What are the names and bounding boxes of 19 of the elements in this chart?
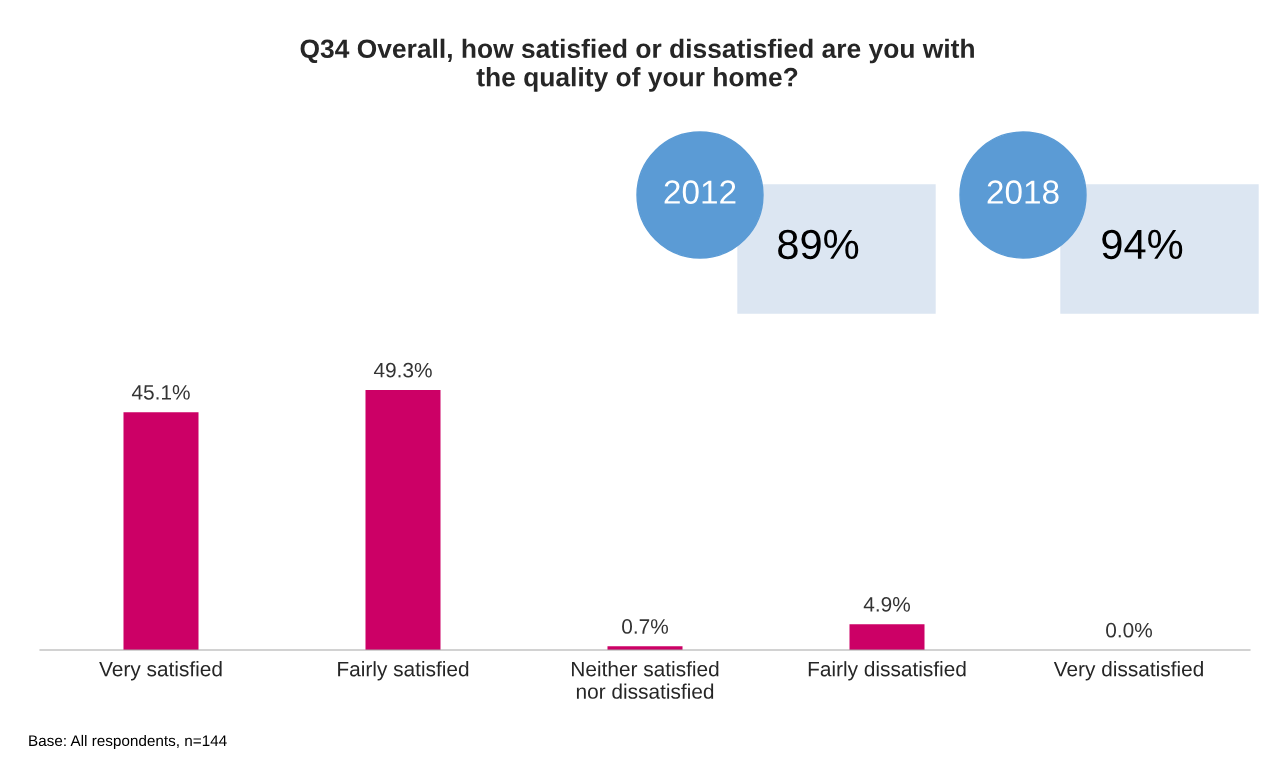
x-tick-label: Neither satisfied nor dissatisfied <box>572 661 719 699</box>
data-label: 0.0% <box>1106 622 1152 638</box>
x-tick-label: Very dissatisfied <box>1053 661 1203 681</box>
text: Base: All respondents, n=144 <box>29 734 227 750</box>
bar <box>849 624 925 650</box>
bar <box>365 390 441 650</box>
data-label: 0.7% <box>622 619 668 634</box>
bar <box>123 412 199 650</box>
text: 2018 <box>987 180 1059 204</box>
text: 94% <box>1102 229 1183 260</box>
text: 2012 <box>664 180 736 204</box>
x-tick-label: Very satisfied <box>99 661 222 681</box>
data-label: 49.3% <box>373 362 432 378</box>
x-tick-label: Fairly satisfied <box>338 661 469 681</box>
chart-title: Q34 Overall, how satisfied or dissatisfied are you with the quality of your home? <box>300 38 974 92</box>
data-label: 4.9% <box>863 596 910 612</box>
data-label: 45.1% <box>131 385 190 400</box>
x-tick-label: Fairly dissatisfied <box>808 661 966 681</box>
text: 89% <box>778 229 859 260</box>
